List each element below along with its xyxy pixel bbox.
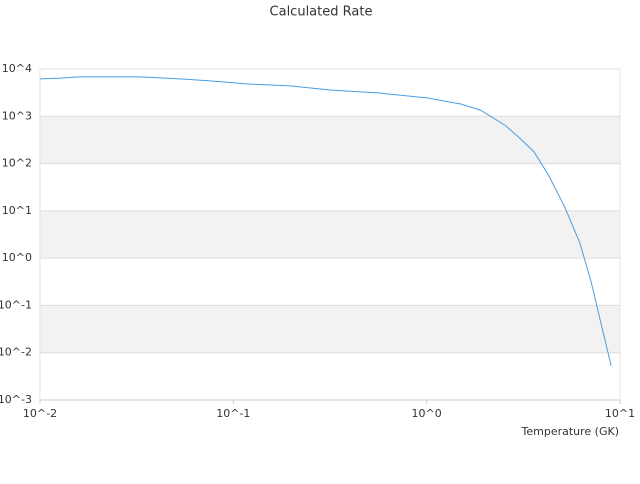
chart-title: Calculated Rate (270, 5, 373, 20)
grid-band (40, 210, 620, 259)
y-tick-label: 10^4 (2, 62, 32, 75)
y-tick-label: 10^3 (2, 109, 32, 122)
x-tick-label: 10^1 (605, 407, 635, 420)
x-tick-label: 10^-1 (216, 407, 250, 420)
y-tick-label: 10^-1 (0, 298, 32, 311)
x-axis-label: Temperature (GK) (521, 425, 620, 438)
x-tick-label: 10^-2 (23, 407, 57, 420)
y-tick-label: 10^-3 (0, 393, 32, 406)
data-line (39, 76, 612, 366)
y-tick-label: 10^2 (2, 157, 32, 170)
y-tick-label: 10^0 (2, 251, 32, 264)
grid-band (40, 116, 620, 164)
y-tick-label: 10^-2 (0, 346, 32, 359)
y-tick-label: 10^1 (2, 204, 32, 217)
grid-band (40, 305, 620, 353)
x-tick-label: 10^0 (412, 407, 442, 420)
